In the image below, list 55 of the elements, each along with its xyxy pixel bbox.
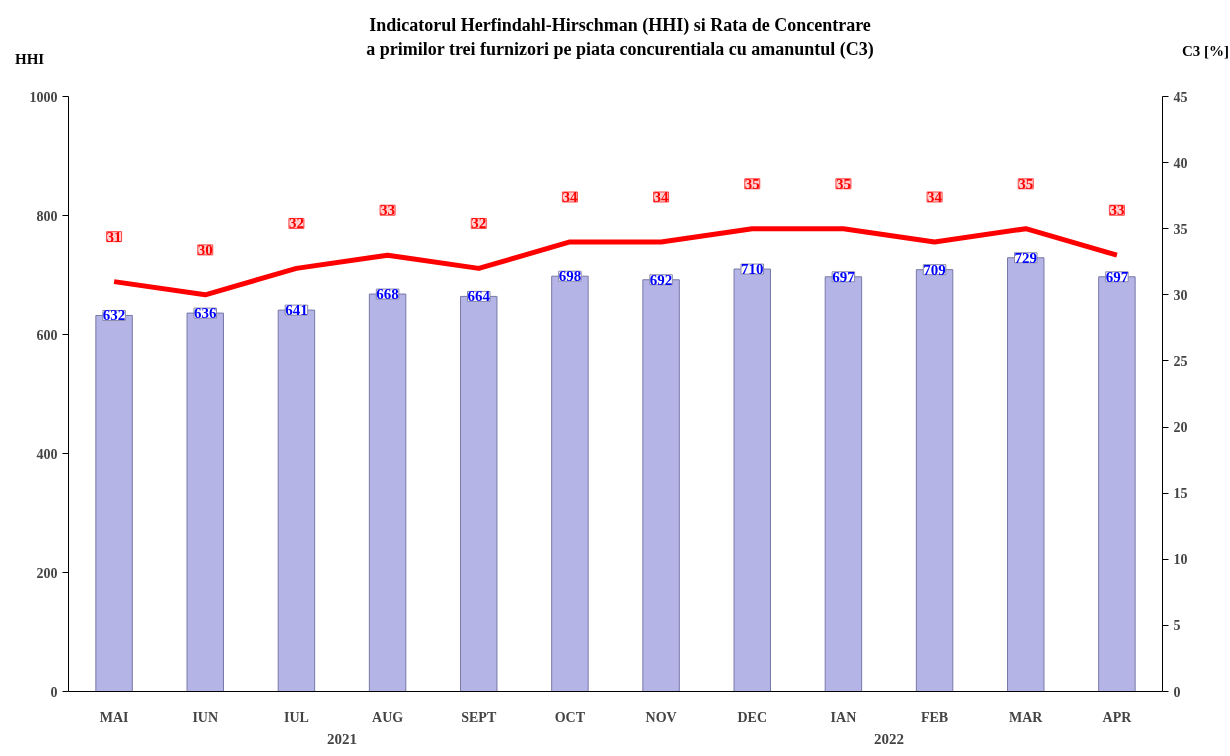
data-label: 35 <box>744 175 760 192</box>
data-label: 32 <box>471 215 487 232</box>
y-tick-label: 200 <box>36 565 58 581</box>
y2-tick-label: 15 <box>1173 486 1188 502</box>
x-tick-label: NOV <box>645 709 677 725</box>
y2-axis-title: C3 [%] <box>1181 42 1229 61</box>
y2-tick-label: 25 <box>1173 353 1188 369</box>
x-tick-label: SEPT <box>461 709 497 725</box>
x-tick-label: AUG <box>372 709 404 725</box>
y-tick-label: 600 <box>36 327 58 343</box>
text: 2021 <box>327 730 357 747</box>
data-label: 33 <box>1109 202 1125 219</box>
x-tick-label: MAI <box>99 709 129 725</box>
x-tick-label: OCT <box>554 709 586 725</box>
data-label: 697 <box>1105 268 1129 285</box>
x-tick-label: APR <box>1102 709 1133 725</box>
data-label: 31 <box>106 228 122 245</box>
data-label: 30 <box>197 241 213 258</box>
y2-tick-label: 10 <box>1173 552 1188 568</box>
data-label: 636 <box>194 305 217 322</box>
data-label: 668 <box>376 286 399 303</box>
y2-tick-label: 40 <box>1173 155 1188 171</box>
y2-tick-label: 20 <box>1173 420 1188 436</box>
data-label: 34 <box>927 188 943 205</box>
y2-tick-label: 0 <box>1173 684 1181 700</box>
data-label: 692 <box>649 271 673 288</box>
y2-tick-label: 5 <box>1173 618 1181 634</box>
x-tick-label: FEB <box>920 709 949 725</box>
data-label: 35 <box>1018 175 1034 192</box>
data-label: 33 <box>380 202 396 219</box>
data-label: 32 <box>288 215 304 232</box>
data-label: 709 <box>923 261 946 278</box>
y-tick-label: 800 <box>36 208 58 224</box>
data-label: 710 <box>741 261 764 278</box>
data-label: 664 <box>467 288 491 305</box>
y-axis-title: HHI <box>15 50 45 69</box>
data-label: 641 <box>285 302 308 319</box>
y2-tick-label: 45 <box>1173 89 1188 105</box>
x-tick-label: DEC <box>737 709 768 725</box>
x-tick-label: IUN <box>192 709 219 725</box>
data-label: 729 <box>1014 249 1037 266</box>
data-label: 35 <box>835 175 851 192</box>
text: 2022 <box>874 730 904 747</box>
data-label: 697 <box>832 268 856 285</box>
y2-tick-label: 30 <box>1173 287 1188 303</box>
x-tick-label: MAR <box>1009 709 1044 725</box>
y-tick-label: 400 <box>36 446 58 462</box>
x-tick-label: IAN <box>830 709 857 725</box>
x-tick-label: IUL <box>283 709 309 725</box>
y2-tick-label: 35 <box>1173 221 1188 237</box>
y-tick-label: 0 <box>50 684 58 700</box>
data-label: 632 <box>102 307 126 324</box>
y-tick-label: 1000 <box>29 89 58 105</box>
data-label: 698 <box>558 268 582 285</box>
chart-title: Indicatorul Herfindahl-Hirschman (HHI) si Rata de Concentrare a primilor trei furnizori pe piata concurentiala cu amanuntul (C3) <box>366 15 874 59</box>
